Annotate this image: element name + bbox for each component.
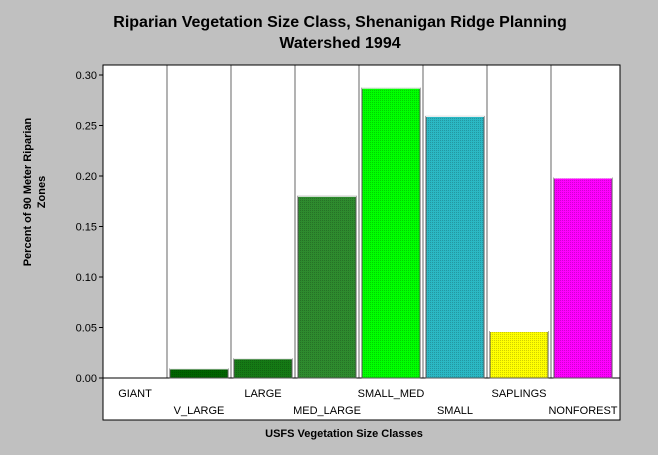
x-tick-label: NONFOREST bbox=[548, 405, 617, 417]
y-tick-label: 0.10 bbox=[76, 272, 97, 284]
x-tick-label: GIANT bbox=[118, 388, 152, 400]
bar-large bbox=[233, 358, 293, 379]
bar-small bbox=[425, 115, 485, 379]
chart-title-line2: Watershed 1994 bbox=[279, 35, 401, 52]
y-tick-label: 0.15 bbox=[76, 222, 97, 234]
y-tick-label: 0.25 bbox=[76, 121, 97, 133]
y-tick-label: 0.20 bbox=[76, 171, 97, 183]
x-tick-label: MED_LARGE bbox=[293, 405, 361, 417]
x-tick-label: SMALL_MED bbox=[358, 388, 425, 400]
y-tick-label: 0.30 bbox=[76, 70, 97, 82]
x-tick-label: SMALL bbox=[437, 405, 473, 417]
x-axis-label: USFS Vegetation Size Classes bbox=[265, 428, 423, 440]
bar-v_large bbox=[169, 368, 229, 379]
bar-med_large bbox=[297, 195, 357, 379]
x-tick-label: SAPLINGS bbox=[491, 388, 546, 400]
bar-small_med bbox=[361, 87, 421, 379]
bar-saplings bbox=[489, 331, 549, 379]
bar-nonforest bbox=[553, 177, 613, 379]
chart-title-line1: Riparian Vegetation Size Class, Shenanig… bbox=[113, 14, 567, 31]
y-tick-label: 0.05 bbox=[76, 323, 97, 335]
y-tick-label: 0.00 bbox=[76, 373, 97, 385]
x-tick-label: LARGE bbox=[244, 388, 281, 400]
x-tick-label: V_LARGE bbox=[174, 405, 225, 417]
